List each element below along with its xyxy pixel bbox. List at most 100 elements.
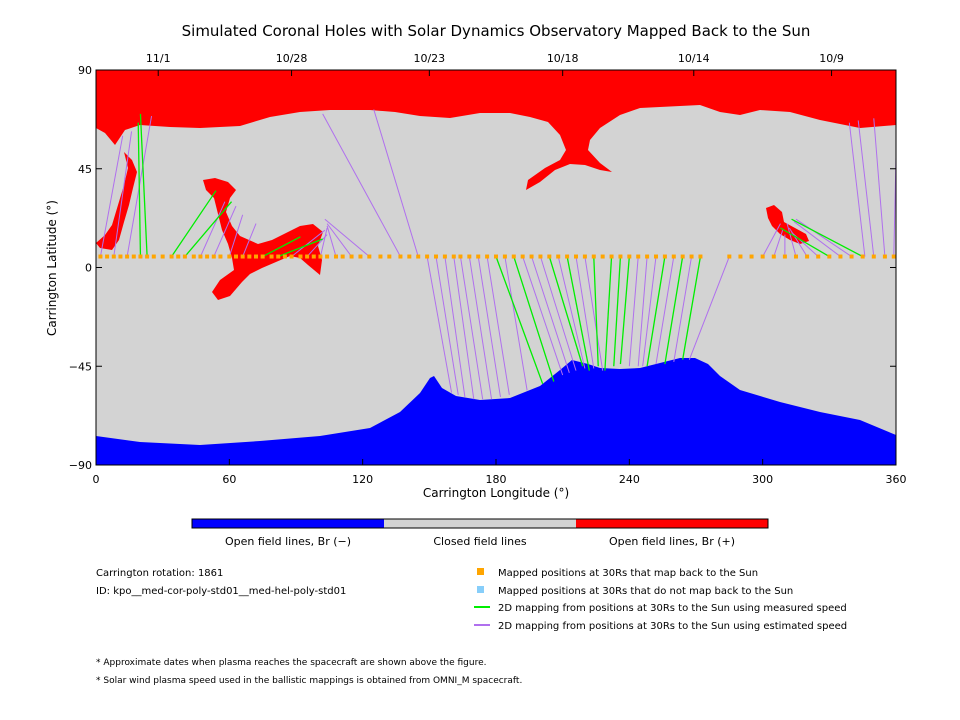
mapped-footprints: [98, 254, 896, 259]
mapped-footprint-point: [511, 254, 516, 259]
measured-speed-mapping-lines: [137, 113, 863, 385]
measured-mapping-line: [262, 236, 301, 258]
estimated-mapping-line: [322, 113, 401, 257]
colorbar-label-positive: Open field lines, Br (+): [609, 535, 735, 548]
mapped-footprint-point: [760, 254, 765, 259]
mapped-footprint-point: [654, 254, 658, 259]
estimated-mapping-line: [326, 225, 337, 257]
legend-mapped-swatch: [477, 568, 484, 575]
x-tick-label: 180: [486, 473, 507, 486]
estimated-mapping-line: [793, 221, 841, 257]
mapped-footprint-point: [618, 254, 623, 259]
mapped-footprint-point: [240, 254, 245, 259]
estimated-mapping-line: [444, 256, 466, 398]
measured-mapping-line: [495, 256, 544, 385]
mapped-footprint-point: [485, 254, 490, 259]
mapped-footprint-point: [636, 254, 641, 259]
measured-mapping-line: [513, 256, 555, 382]
mapped-footprint-point: [247, 254, 252, 259]
mapped-footprint-point: [111, 254, 116, 259]
mapped-footprint-point: [131, 254, 136, 259]
north-polar-hole-positive: [96, 70, 896, 190]
estimated-mapping-line: [453, 256, 475, 400]
estimated-mapping-line: [468, 256, 493, 400]
measured-mapping-line: [780, 227, 830, 258]
mapped-footprint-point: [458, 254, 463, 259]
estimated-mapping-line: [575, 256, 595, 369]
measured-mapping-line: [548, 256, 584, 367]
mapped-footprint-point: [556, 254, 561, 259]
estimated-mapping-line: [306, 234, 328, 257]
mapped-footprint-point: [891, 254, 896, 259]
measured-mapping-line: [137, 122, 142, 257]
estimated-mapping-line: [628, 256, 639, 367]
legend-estimated-label: 2D mapping from positions at 30Rs to the…: [498, 621, 847, 632]
measured-mapping-line: [604, 256, 613, 371]
estimated-mapping-line: [642, 256, 657, 367]
mapped-footprint-point: [334, 254, 338, 259]
date-tick-label: 10/14: [678, 52, 710, 65]
estimated-mapping-line: [242, 223, 257, 257]
chart-title: Simulated Coronal Holes with Solar Dynam…: [182, 22, 811, 40]
mapped-footprint-point: [378, 254, 383, 259]
mapped-footprint-point: [547, 254, 552, 259]
mapped-footprint-point: [451, 254, 456, 259]
mapped-footprint-point: [538, 254, 543, 259]
mapped-footprint-point: [254, 254, 258, 259]
coronal-hole-positive-a: [96, 152, 137, 250]
mapped-footprint-point: [434, 254, 438, 259]
mapped-footprint-point: [749, 254, 754, 259]
estimated-mapping-line: [873, 118, 886, 257]
mapped-footprint-point: [318, 254, 323, 259]
mapped-footprint-point: [218, 254, 223, 259]
legend-mapped-label: Mapped positions at 30Rs that map back t…: [498, 568, 758, 579]
mapped-footprint-point: [276, 254, 281, 259]
mapped-footprint-point: [289, 254, 294, 259]
x-tick-label: 120: [352, 473, 373, 486]
estimated-mapping-line: [326, 223, 352, 257]
mapped-footprint-point: [260, 254, 265, 259]
mapped-footprint-point: [698, 254, 703, 259]
coronal-hole-map: [96, 70, 896, 465]
mapped-footprint-point: [591, 254, 596, 259]
estimated-mapping-line: [373, 109, 419, 257]
estimated-mapping-line: [199, 201, 226, 257]
legend: Mapped positions at 30Rs that map back t…: [474, 568, 847, 632]
axes: 0 60 120 180 240 300 360 −90 −45 0 45 90 11/1 10/28 10…: [69, 52, 907, 486]
date-tick-label: 10/28: [276, 52, 308, 65]
estimated-mapping-line: [557, 256, 586, 369]
colorbar-label-closed: Closed field lines: [433, 535, 527, 548]
estimated-mapping-line: [673, 256, 693, 362]
mapped-footprint-point: [727, 254, 732, 259]
mapped-footprint-point: [645, 254, 650, 259]
south-polar-hole-negative: [96, 358, 896, 465]
estimated-mapping-line: [435, 256, 459, 395]
footnote-speed: * Solar wind plasma speed used in the ba…: [96, 676, 522, 686]
mapped-footprint-point: [398, 254, 403, 259]
colorbar-frame: [191, 518, 769, 529]
footnote-dates: * Approximate dates when plasma reaches …: [96, 658, 487, 668]
mapped-footprint-point: [838, 254, 843, 259]
estimated-mapping-line: [786, 223, 797, 257]
mapped-footprint-point: [816, 254, 821, 259]
estimated-mapping-line: [531, 256, 570, 373]
mapped-footprint-point: [160, 254, 165, 259]
measured-mapping-line: [171, 190, 217, 257]
mapped-footprint-point: [476, 254, 481, 259]
estimated-mapping-line: [848, 122, 866, 257]
mapped-footprint-point: [529, 254, 534, 259]
mapped-footprint-point: [467, 254, 472, 259]
coronal-hole-positive-b: [203, 178, 323, 300]
estimated-mapping-line: [773, 230, 784, 257]
mapped-footprint-point: [298, 254, 303, 259]
estimated-mapping-line: [99, 135, 124, 257]
x-tick-label: 60: [222, 473, 236, 486]
mapped-footprint-point: [340, 254, 345, 259]
measured-mapping-line: [619, 256, 630, 365]
mapped-footprint-point: [269, 254, 274, 259]
mapped-footprint-point: [627, 254, 632, 259]
estimated-mapping-line: [688, 256, 730, 360]
estimated-mapping-line: [477, 256, 501, 398]
mapped-footprint-point: [191, 254, 196, 259]
